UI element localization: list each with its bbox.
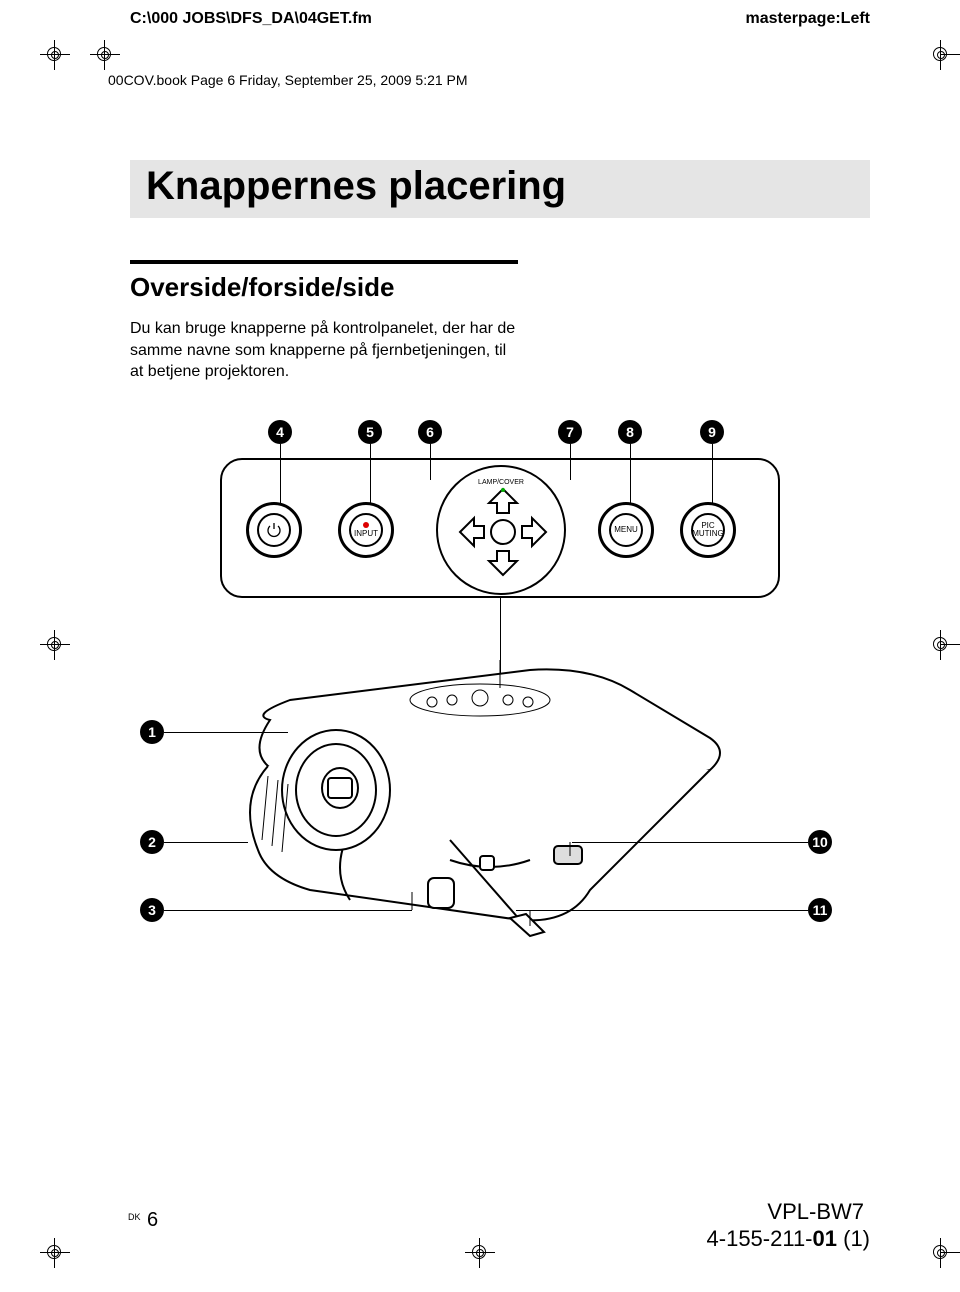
pic-muting-button: PIC MUTING: [680, 502, 736, 558]
callout-3: 3: [140, 898, 164, 922]
input-led-icon: [363, 522, 369, 528]
reg-mark-ml: [40, 630, 70, 660]
reg-mark-bc: [465, 1238, 495, 1268]
panel-box: INPUT LAMP/COVER MENU: [220, 458, 780, 598]
page-title: Knappernes placering: [146, 164, 566, 209]
muting-text: MUTING: [692, 529, 724, 538]
projector-diagram: 1 2 3 10 11: [150, 660, 830, 980]
model-name: VPL-BW7: [707, 1198, 870, 1226]
reg-mark-tl2: [90, 40, 120, 70]
book-page-info: 00COV.book Page 6 Friday, September 25, …: [108, 72, 468, 88]
lead-2: [164, 842, 248, 843]
control-panel-diagram: 4 5 6 7 8 9 INPUT LAMP/COVER: [220, 420, 780, 598]
callout-4: 4: [268, 420, 292, 444]
callout-6: 6: [418, 420, 442, 444]
menu-button: MENU: [598, 502, 654, 558]
input-text: INPUT: [354, 529, 378, 538]
reg-mark-tl: [40, 40, 70, 70]
callout-11: 11: [808, 898, 832, 922]
pn-suffix: (1): [837, 1226, 870, 1251]
input-button: INPUT: [338, 502, 394, 558]
file-path: C:\000 JOBS\DFS_DA\04GET.fm: [130, 10, 372, 28]
callout-8: 8: [618, 420, 642, 444]
lang-code: DK: [128, 1212, 141, 1222]
page-number: DK 6: [128, 1209, 158, 1232]
power-icon: [257, 513, 291, 547]
pn-bold: 01: [813, 1226, 837, 1251]
masterpage-label: masterpage:Left: [746, 10, 870, 28]
dpad: LAMP/COVER: [436, 465, 566, 595]
menu-label: MENU: [609, 513, 643, 547]
body-text: Du kan bruge knapperne på kontrolpanelet…: [130, 318, 518, 383]
reg-mark-mr: [940, 630, 960, 660]
lead-11: [516, 910, 808, 911]
section-rule: [130, 260, 518, 264]
lead-1: [164, 732, 288, 733]
title-band: Knappernes placering: [130, 160, 870, 218]
page-num: 6: [147, 1209, 158, 1231]
callout-row-top: 4 5 6 7 8 9: [220, 420, 780, 458]
callout-10: 10: [808, 830, 832, 854]
reg-mark-tr: [940, 40, 960, 70]
input-label: INPUT: [349, 513, 383, 547]
callout-9: 9: [700, 420, 724, 444]
reg-mark-br: [940, 1238, 960, 1268]
footer-model-block: VPL-BW7 4-155-211-01 (1): [707, 1198, 870, 1252]
lead-10: [572, 842, 808, 843]
callout-5: 5: [358, 420, 382, 444]
pic-muting-label: PIC MUTING: [691, 513, 725, 547]
projector-svg: [150, 660, 830, 980]
callout-1: 1: [140, 720, 164, 744]
callout-7: 7: [558, 420, 582, 444]
pn-prefix: 4-155-211-: [707, 1226, 813, 1251]
part-number: 4-155-211-01 (1): [707, 1226, 870, 1252]
reg-mark-bl: [40, 1238, 70, 1268]
power-button: [246, 502, 302, 558]
lead-3: [164, 910, 412, 911]
callout-2: 2: [140, 830, 164, 854]
section-title: Overside/forside/side: [130, 272, 394, 303]
